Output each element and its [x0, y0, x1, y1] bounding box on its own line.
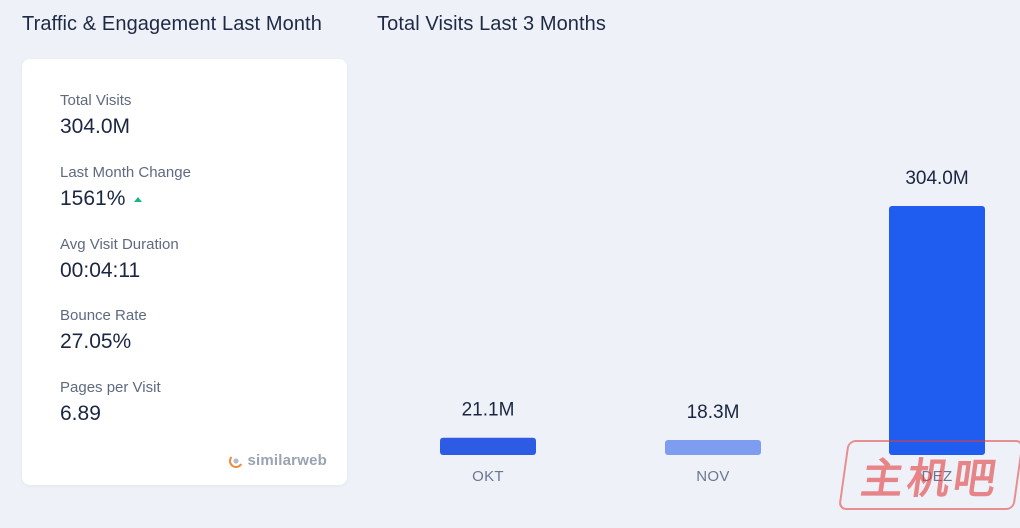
- metric-value: 304.0M: [60, 115, 131, 139]
- bar-value-label: 18.3M: [687, 402, 740, 423]
- brand-name: similarweb: [247, 452, 327, 469]
- metric-value-text: 00:04:11: [60, 259, 141, 282]
- metric-value-text: 6.89: [60, 402, 101, 425]
- metric-label: Bounce Rate: [60, 307, 147, 324]
- metric-value: 6.89: [60, 402, 161, 426]
- metric-total-visits: Total Visits 304.0M: [60, 92, 131, 139]
- metric-label: Last Month Change: [60, 164, 191, 181]
- metric-value-text: 304.0M: [60, 115, 131, 138]
- metric-label: Total Visits: [60, 92, 132, 109]
- watermark-stamp: 主机吧: [838, 440, 1020, 510]
- metric-value-text: 1561%: [60, 187, 126, 210]
- metric-value: 1561%: [60, 187, 191, 211]
- bar-value-label: 21.1M: [462, 400, 515, 421]
- total-visits-chart-title: Total Visits Last 3 Months: [377, 13, 607, 35]
- similarweb-logo-icon: [229, 453, 244, 468]
- metric-value: 00:04:11: [60, 259, 179, 283]
- category-label: NOV: [696, 468, 729, 485]
- category-label: DEZ: [922, 468, 953, 485]
- metric-label: Pages per Visit: [60, 379, 161, 396]
- bar-okt[interactable]: [440, 437, 536, 455]
- metric-avg-visit-duration: Avg Visit Duration 00:04:11: [60, 236, 179, 283]
- bar-nov[interactable]: [665, 440, 761, 455]
- similarweb-brand[interactable]: similarweb: [229, 452, 327, 469]
- bar-value-label: 304.0M: [905, 168, 968, 189]
- engagement-metrics-card: Total Visits 304.0M Last Month Change 15…: [22, 59, 347, 485]
- bar-dez[interactable]: [889, 206, 985, 455]
- category-label: OKT: [472, 468, 504, 485]
- metric-pages-per-visit: Pages per Visit 6.89: [60, 379, 161, 426]
- trend-up-icon: [134, 197, 143, 202]
- metric-bounce-rate: Bounce Rate 27.05%: [60, 307, 147, 354]
- metric-value-text: 27.05%: [60, 330, 132, 353]
- metric-label: Avg Visit Duration: [60, 236, 179, 253]
- metric-value: 27.05%: [60, 330, 147, 354]
- metric-last-month-change: Last Month Change 1561%: [60, 164, 191, 211]
- traffic-engagement-title: Traffic & Engagement Last Month: [22, 13, 322, 35]
